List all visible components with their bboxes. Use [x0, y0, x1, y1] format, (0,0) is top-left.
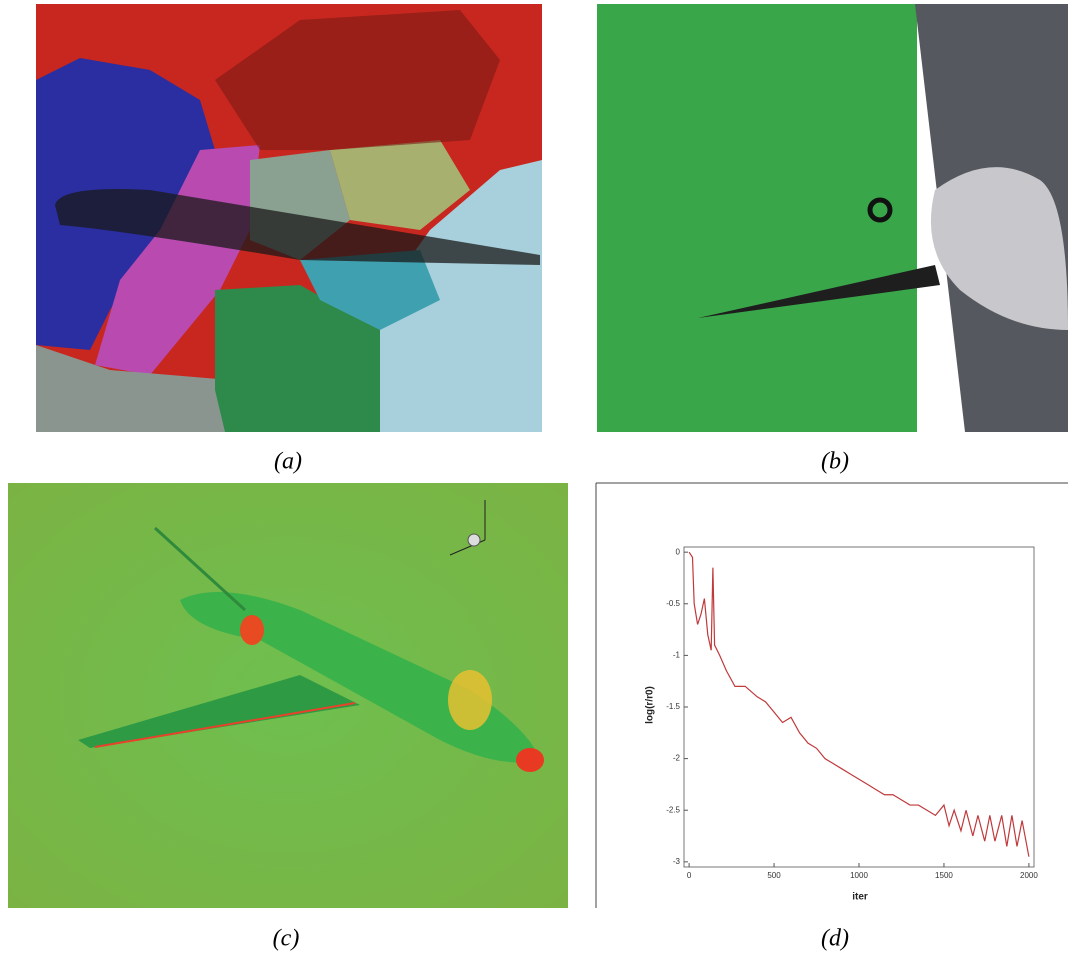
- panel-a-image: [36, 4, 542, 432]
- y-tick-label: -1: [673, 650, 681, 659]
- plot-frame: [684, 547, 1034, 867]
- y-tick-label: -2.5: [666, 805, 680, 814]
- caption: (a): [274, 449, 302, 475]
- x-tick-label: 2000: [1020, 871, 1038, 880]
- panel-c-image: [8, 483, 568, 908]
- y-tick-label: 0: [676, 547, 681, 556]
- figure: (a) (b) (c) (d) iter log(r/r0) 0 500 1000 1…: [0, 0, 1068, 957]
- caption: (d): [821, 926, 849, 952]
- panel-b-image: [597, 4, 1068, 432]
- y-tick-label: -3: [673, 857, 681, 866]
- x-tick-label: 500: [767, 871, 781, 880]
- x-tick-label: 0: [687, 871, 692, 880]
- figure-canvas: (a) (b) (c) (d) iter log(r/r0) 0 500 1000 1…: [0, 0, 1068, 957]
- data-line: [689, 552, 1029, 857]
- caption: (b): [821, 449, 849, 475]
- x-tick-label: 1500: [935, 871, 953, 880]
- y-tick-label: -2: [673, 754, 681, 763]
- y-axis-label: log(r/r0): [645, 686, 656, 724]
- x-axis-label: iter: [852, 892, 868, 903]
- y-tick-label: -0.5: [666, 599, 680, 608]
- y-tick-label: -1.5: [666, 702, 680, 711]
- caption: (c): [273, 926, 300, 952]
- x-tick-label: 1000: [850, 871, 868, 880]
